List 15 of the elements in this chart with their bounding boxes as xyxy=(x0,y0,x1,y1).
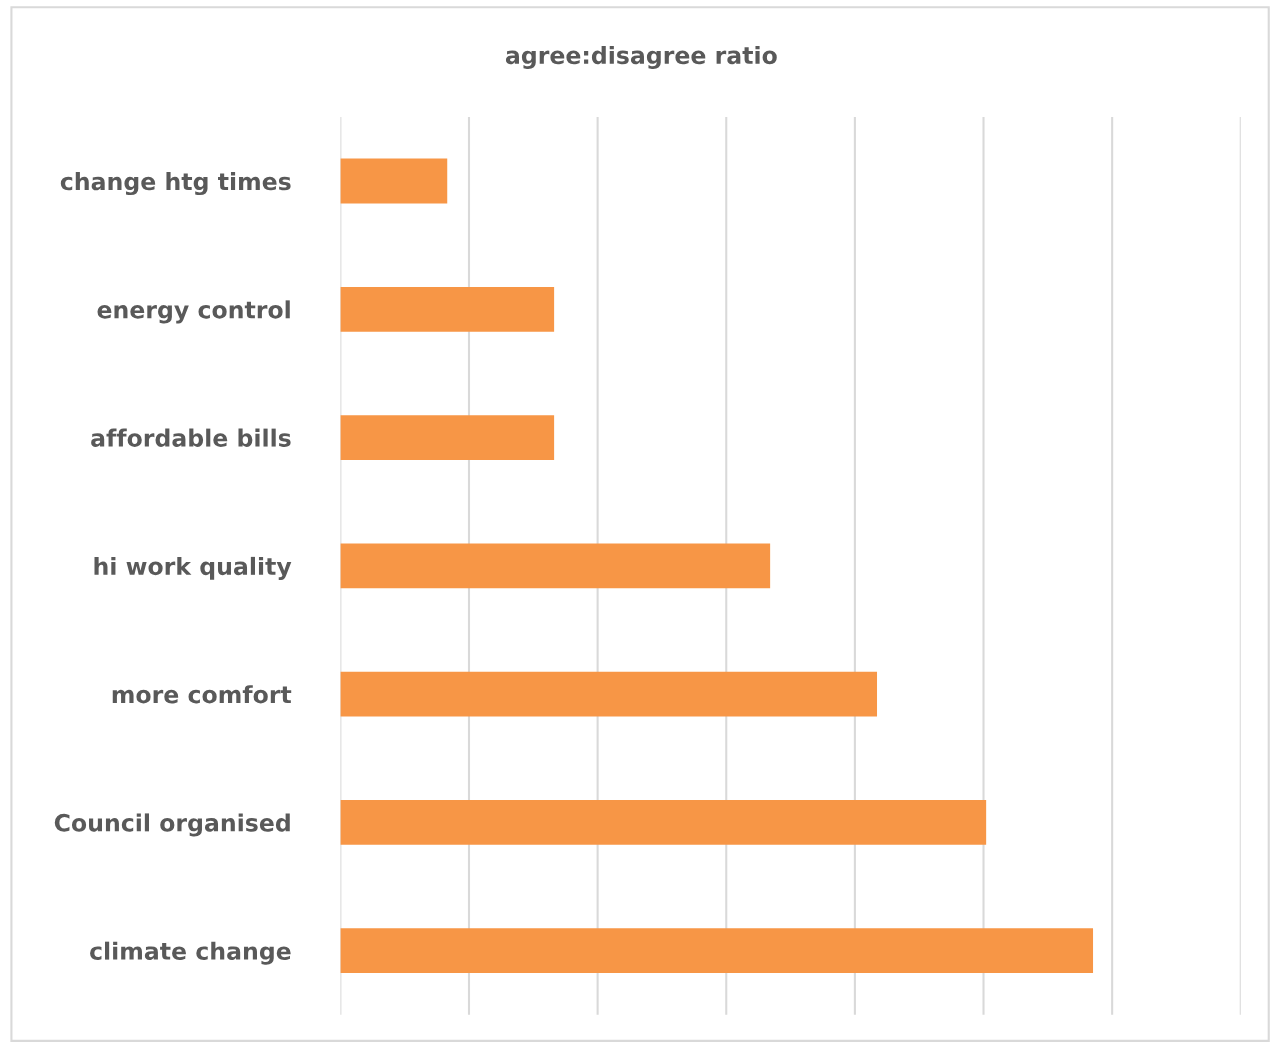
y-tick-label: change htg times xyxy=(60,172,291,196)
y-tick-label: Council organised xyxy=(54,813,290,837)
y-tick-label: hi work quality xyxy=(94,556,292,580)
bar xyxy=(340,158,448,204)
bar xyxy=(340,543,771,589)
y-tick-label: affordable bills xyxy=(91,428,291,447)
bar xyxy=(340,415,555,461)
bar xyxy=(340,799,987,845)
y-tick-label: more comfort xyxy=(112,685,292,704)
chart-title: agree:disagree ratio xyxy=(505,45,777,69)
y-tick-label: energy control xyxy=(97,300,290,324)
y-tick-label: climate change xyxy=(90,941,291,965)
bar xyxy=(340,928,1094,974)
bar xyxy=(340,286,555,332)
bar xyxy=(340,671,878,717)
